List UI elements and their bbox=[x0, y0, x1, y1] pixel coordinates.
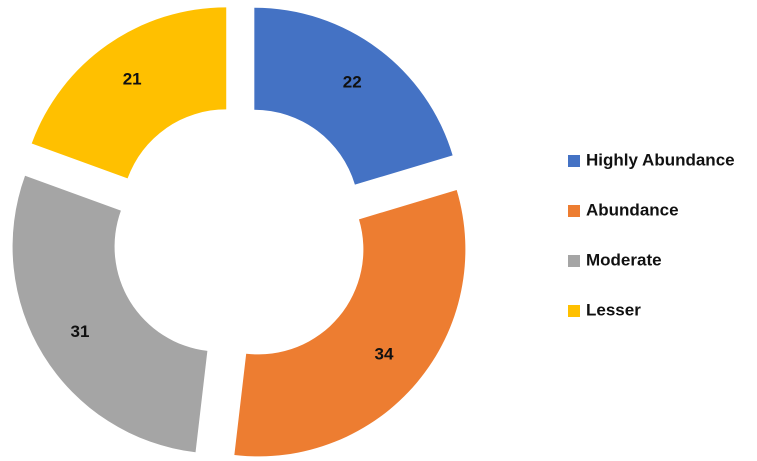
donut-segment bbox=[31, 7, 227, 179]
legend-label: Lesser bbox=[586, 300, 641, 319]
data-label: 22 bbox=[343, 73, 362, 92]
legend-label: Highly Abundance bbox=[586, 150, 735, 169]
legend-swatch bbox=[568, 155, 580, 167]
legend-swatch bbox=[568, 255, 580, 267]
legend-label: Moderate bbox=[586, 250, 662, 269]
legend-swatch bbox=[568, 305, 580, 317]
data-label: 31 bbox=[71, 322, 90, 341]
donut-segment bbox=[234, 190, 466, 457]
legend-swatch bbox=[568, 205, 580, 217]
data-label: 34 bbox=[375, 344, 394, 363]
legend-label: Abundance bbox=[586, 200, 679, 219]
donut-segment bbox=[254, 7, 453, 185]
data-label: 21 bbox=[123, 69, 142, 88]
donut-segment bbox=[12, 175, 208, 453]
